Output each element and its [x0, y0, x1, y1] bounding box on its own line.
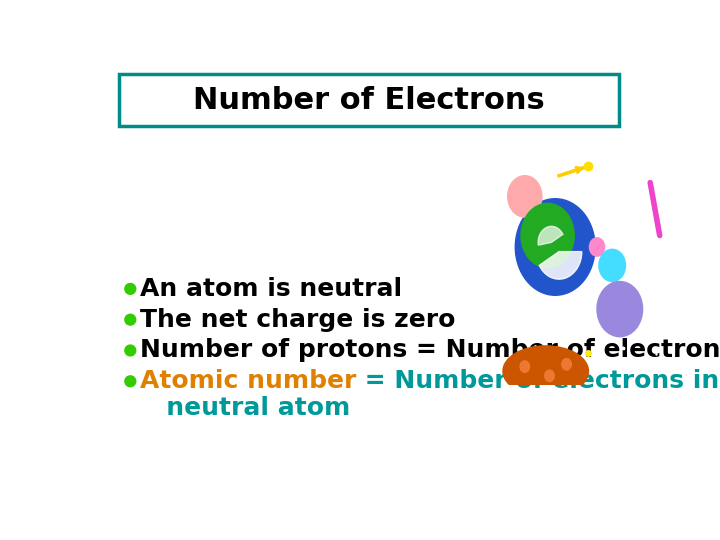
Text: The net charge is zero: The net charge is zero — [140, 308, 455, 332]
Text: = Number of electrons in a: = Number of electrons in a — [356, 369, 720, 393]
Circle shape — [125, 345, 136, 356]
Circle shape — [521, 203, 575, 268]
FancyBboxPatch shape — [120, 74, 618, 126]
Circle shape — [545, 370, 554, 382]
Text: Atomic number: Atomic number — [140, 369, 356, 393]
Circle shape — [125, 376, 136, 387]
Text: Number of protons = Number of electrons: Number of protons = Number of electrons — [140, 339, 720, 362]
Circle shape — [590, 238, 605, 256]
Circle shape — [508, 176, 542, 217]
Text: neutral atom: neutral atom — [140, 396, 350, 420]
Circle shape — [125, 314, 136, 325]
Circle shape — [562, 359, 572, 370]
Circle shape — [597, 281, 642, 337]
Wedge shape — [539, 252, 582, 279]
Ellipse shape — [503, 346, 588, 396]
Circle shape — [125, 284, 136, 294]
Text: An atom is neutral: An atom is neutral — [140, 277, 402, 301]
Circle shape — [520, 361, 529, 373]
Circle shape — [516, 199, 595, 295]
Wedge shape — [538, 226, 563, 245]
Text: Number of Electrons: Number of Electrons — [193, 86, 545, 114]
Circle shape — [599, 249, 626, 281]
